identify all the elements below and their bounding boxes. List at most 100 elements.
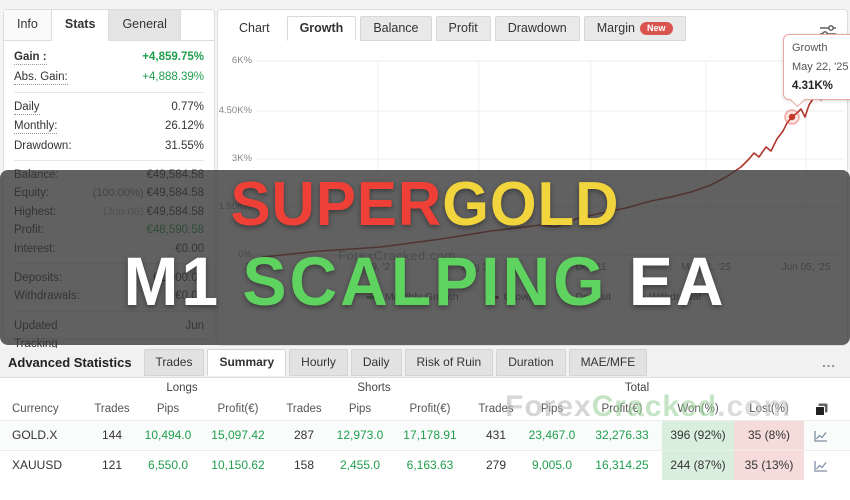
stat-row-daily: Daily 0.77% — [14, 98, 204, 117]
col-currency: Currency — [12, 403, 59, 415]
chart-tooltip: Growth May 22, '25 4.31K% — [783, 34, 850, 100]
col-total-profit: Profit(€) — [601, 403, 643, 415]
summary-table: ForexCracked.com Longs Shorts Total Curr… — [0, 378, 850, 500]
banner-scalping-text: SCALPING — [242, 242, 608, 320]
cell-lost: 35 (8%) — [734, 421, 804, 450]
abs-gain-label: Abs. Gain: — [14, 70, 68, 85]
banner-ea-text: EA — [607, 242, 727, 320]
daily-value: 0.77% — [171, 100, 204, 113]
banner-gold-text: GOLD — [442, 170, 620, 239]
promo-banner: SUPERGOLD M1 SCALPING EA — [0, 170, 850, 345]
data-point-marker — [788, 113, 796, 121]
tab-info[interactable]: Info — [4, 10, 52, 40]
new-badge: New — [639, 21, 673, 35]
col-longs-trades: Trades — [94, 403, 130, 415]
drawdown-label: Drawdown: — [14, 139, 72, 152]
stat-row-drawdown: Drawdown: 31.55% — [14, 137, 204, 155]
banner-title-line2: M1 SCALPING EA — [123, 246, 726, 317]
tab-growth[interactable]: Growth — [286, 16, 357, 41]
col-longs-pips: Pips — [156, 403, 180, 415]
col-total-pips: Pips — [540, 403, 564, 415]
banner-m1-text: M1 — [123, 242, 243, 320]
cell-currency: XAUUSD — [12, 458, 63, 472]
chart-tabs: Chart Growth Balance Profit Drawdown Mar… — [218, 10, 847, 41]
tab-trades[interactable]: Trades — [143, 349, 205, 376]
divider — [14, 91, 204, 93]
divider — [14, 159, 204, 161]
stat-row-monthly: Monthly: 26.12% — [14, 117, 204, 136]
cell-shorts-trades: 287 — [293, 428, 315, 442]
symbol-chart-icon[interactable] — [804, 421, 838, 450]
banner-super-text: SUPER — [230, 170, 443, 239]
cell-longs-pips: 6,550.0 — [147, 458, 189, 472]
advanced-statistics-label: Advanced Statistics — [8, 355, 132, 370]
group-total: Total — [624, 382, 650, 394]
cell-won: 396 (92%) — [662, 421, 734, 450]
cell-total-profit: 16,314.25 — [595, 458, 649, 472]
tooltip-series: Growth — [792, 42, 828, 54]
cell-longs-profit: 10,150.62 — [211, 458, 265, 472]
tab-chart[interactable]: Chart — [226, 16, 283, 41]
symbol-chart-icon[interactable] — [804, 451, 838, 480]
tab-hourly[interactable]: Hourly — [289, 349, 348, 376]
cell-longs-trades: 121 — [101, 458, 123, 472]
copy-icon[interactable] — [804, 403, 838, 416]
stat-row-abs-gain: Abs. Gain: +4,888.39% — [14, 67, 204, 86]
tab-margin[interactable]: Margin New — [583, 16, 686, 41]
cell-shorts-pips: 12,973.0 — [336, 428, 384, 442]
cell-won: 244 (87%) — [662, 451, 734, 480]
tab-risk-of-ruin[interactable]: Risk of Ruin — [404, 349, 494, 376]
monthly-label: Monthly: — [14, 120, 58, 135]
cell-shorts-profit: 6,163.63 — [406, 458, 454, 472]
tab-balance[interactable]: Balance — [360, 16, 432, 41]
monthly-value: 26.12% — [164, 120, 204, 133]
col-total-trades: Trades — [478, 403, 514, 415]
col-lost: Lost(%) — [749, 403, 789, 415]
cell-lost: 35 (13%) — [734, 451, 804, 480]
table-row[interactable]: GOLD.X 144 10,494.0 15,097.42 287 12,973… — [0, 420, 850, 450]
cell-total-trades: 431 — [485, 428, 507, 442]
table-group-header: Longs Shorts Total — [0, 378, 850, 398]
y-tick: 3K% — [231, 153, 252, 164]
col-shorts-trades: Trades — [286, 403, 322, 415]
cell-total-profit: 32,276.33 — [595, 428, 649, 442]
tab-stats[interactable]: Stats — [51, 10, 110, 41]
tab-mae-mfe[interactable]: MAE/MFE — [568, 349, 648, 376]
cell-shorts-pips: 2,455.0 — [339, 458, 381, 472]
gain-label: Gain : — [14, 51, 47, 66]
tooltip-value: 4.31K% — [792, 80, 833, 92]
drawdown-value: 31.55% — [164, 139, 204, 152]
stat-row-gain: Gain : +4,859.75% — [14, 48, 204, 67]
cell-total-pips: 23,467.0 — [528, 428, 576, 442]
tab-margin-label: Margin — [596, 21, 635, 35]
tab-summary[interactable]: Summary — [207, 349, 287, 376]
cell-total-pips: 9,005.0 — [531, 458, 573, 472]
tab-daily[interactable]: Daily — [350, 349, 402, 376]
gain-value: +4,859.75% — [142, 51, 204, 64]
tooltip-date: May 22, '25 — [792, 61, 849, 73]
cell-longs-pips: 10,494.0 — [144, 428, 192, 442]
col-won: Won(%) — [677, 403, 719, 415]
cell-longs-trades: 144 — [101, 428, 123, 442]
daily-label: Daily — [14, 100, 40, 115]
tab-general[interactable]: General — [109, 10, 181, 40]
col-shorts-pips: Pips — [348, 403, 372, 415]
tab-duration[interactable]: Duration — [496, 349, 566, 376]
cell-currency: GOLD.X — [12, 428, 58, 442]
cell-shorts-trades: 158 — [293, 458, 315, 472]
tab-profit[interactable]: Profit — [435, 16, 491, 41]
more-options-icon[interactable]: ... — [822, 355, 836, 370]
group-shorts: Shorts — [357, 382, 391, 394]
cell-longs-profit: 15,097.42 — [211, 428, 265, 442]
tab-drawdown[interactable]: Drawdown — [494, 16, 580, 41]
table-row[interactable]: XAUUSD 121 6,550.0 10,150.62 158 2,455.0… — [0, 450, 850, 480]
banner-title-line1: SUPERGOLD — [230, 170, 620, 239]
stats-panel-tabs: Info Stats General — [4, 10, 214, 41]
abs-gain-value: +4,888.39% — [142, 70, 204, 83]
cell-total-trades: 279 — [485, 458, 507, 472]
group-longs: Longs — [166, 382, 198, 394]
y-tick: 4.50K% — [218, 105, 252, 116]
col-shorts-profit: Profit(€) — [409, 403, 451, 415]
col-longs-profit: Profit(€) — [217, 403, 259, 415]
advanced-statistics-bar: Advanced Statistics Trades Summary Hourl… — [0, 348, 850, 378]
